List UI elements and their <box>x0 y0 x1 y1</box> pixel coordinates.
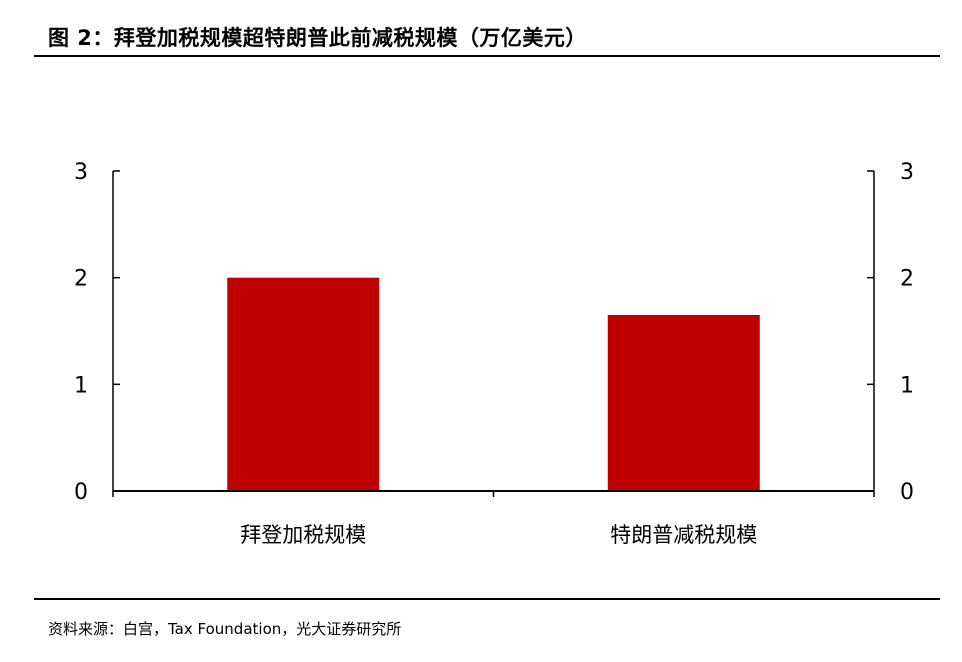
bar-2 <box>607 315 760 491</box>
axes-layer <box>112 170 875 497</box>
bar-1 <box>227 277 380 491</box>
y-tick-label-right-3: 3 <box>900 160 914 185</box>
y-tick-label-left-0: 0 <box>74 480 88 505</box>
labels-layer: 拜登加税规模 特朗普减税规模 0 1 2 3 0 1 2 3 <box>74 160 914 547</box>
bottom-rule <box>34 598 940 600</box>
bars-layer <box>227 277 760 491</box>
y-tick-label-left-2: 2 <box>74 267 88 292</box>
source-note: 资料来源：白宫，Tax Foundation，光大证券研究所 <box>48 620 402 638</box>
x-tick-label-2: 特朗普减税规模 <box>610 523 757 547</box>
y-tick-label-left-3: 3 <box>74 160 88 185</box>
figure-title: 图 2：拜登加税规模超特朗普此前减税规模（万亿美元） <box>48 26 587 50</box>
y-tick-label-right-0: 0 <box>900 480 914 505</box>
top-rule <box>34 55 940 57</box>
y-tick-label-left-1: 1 <box>74 373 88 398</box>
y-tick-label-right-1: 1 <box>900 373 914 398</box>
x-tick-label-1: 拜登加税规模 <box>240 523 366 547</box>
y-tick-label-right-2: 2 <box>900 267 914 292</box>
